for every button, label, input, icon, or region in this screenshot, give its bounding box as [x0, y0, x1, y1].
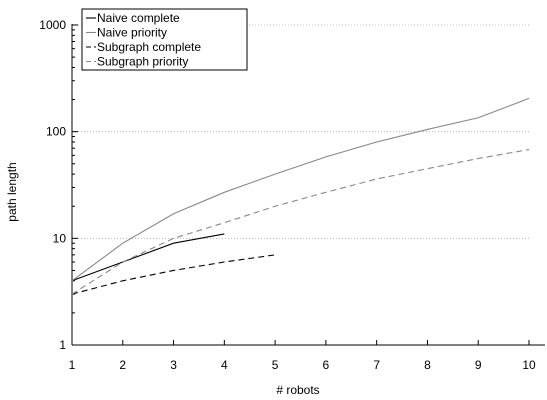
x-tick-label: 9: [475, 358, 482, 372]
axes: [71, 24, 545, 346]
x-tick-label: 1: [69, 358, 76, 372]
y-tick-label: 10: [53, 231, 67, 245]
legend-label: Subgraph complete: [97, 40, 201, 54]
x-tick-label: 8: [424, 358, 431, 372]
y-tick-label: 100: [46, 125, 66, 139]
x-tick-label: 5: [272, 358, 279, 372]
x-tick-label: 4: [221, 358, 228, 372]
y-tick-label: 1000: [39, 18, 66, 32]
x-tick-label: 6: [323, 358, 330, 372]
grid-lines: [72, 24, 529, 239]
y-axis-title: path length: [5, 162, 19, 221]
legend-label: Naive priority: [97, 26, 167, 40]
series-line-subgraph-complete: [71, 254, 276, 295]
legend-label: Naive complete: [97, 11, 180, 25]
legend-label: Subgraph priority: [97, 55, 188, 69]
series-line-naive-priority: [71, 97, 530, 282]
legend-box: [81, 8, 248, 71]
x-axis-title: # robots: [276, 383, 319, 397]
x-tick-label: 10: [522, 358, 536, 372]
x-ticks: 1 2 3 4 5 6 7 8 9 10: [69, 340, 536, 372]
series-lines: [71, 97, 530, 295]
series-line-subgraph-priority: [71, 148, 530, 295]
x-tick-label: 7: [373, 358, 380, 372]
x-tick-label: 3: [170, 358, 177, 372]
y-ticks: 1 10 100 1000: [39, 18, 78, 352]
series-line-naive-complete: [71, 233, 225, 282]
x-tick-label: 2: [119, 358, 126, 372]
y-tick-label: 1: [59, 338, 66, 352]
